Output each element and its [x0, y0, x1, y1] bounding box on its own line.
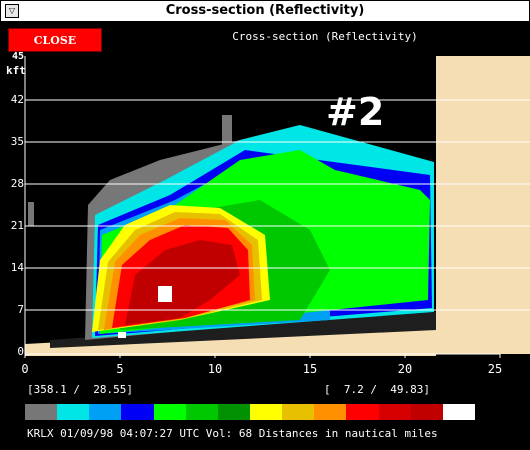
- colorbar-swatch: [378, 404, 411, 420]
- y-tick-label: 7: [17, 303, 24, 316]
- y-tick-label: 42: [10, 93, 24, 106]
- y-top-label: 45: [12, 51, 25, 62]
- echo-dark-bottom: [50, 312, 436, 348]
- colorbar-swatch: [442, 404, 475, 420]
- colorbar-swatch: [282, 404, 315, 420]
- colorbar: [25, 404, 475, 420]
- echo-gray-tall: [222, 115, 232, 155]
- y-tick-label: 28: [10, 177, 24, 190]
- colorbar-swatch: [89, 404, 122, 420]
- right-terrain: [436, 56, 530, 354]
- triangle-down-icon: ▽: [8, 6, 16, 15]
- x-tick-label: 15: [302, 362, 318, 376]
- colorbar-swatch: [25, 404, 58, 420]
- x-tick-label: 0: [21, 362, 29, 376]
- close-button[interactable]: CLOSE: [8, 28, 102, 52]
- window-title: Cross-section (Reflectivity): [165, 3, 365, 18]
- y-unit-label: kft: [6, 64, 26, 77]
- colorbar-swatch: [185, 404, 218, 420]
- colorbar-swatch: [346, 404, 379, 420]
- colorbar-swatch: [217, 404, 250, 420]
- echo-gray-left: [28, 202, 34, 226]
- y-tick-label: 21: [10, 219, 24, 232]
- header-label: Cross-section (Reflectivity): [232, 30, 418, 43]
- window-titlebar: ▽ Cross-section (Reflectivity): [0, 0, 530, 22]
- y-tick-label: 0: [17, 345, 24, 358]
- y-tick-label: 35: [10, 135, 24, 148]
- x-tick-label: 10: [207, 362, 223, 376]
- x-tick-label: 5: [116, 362, 124, 376]
- echo-white-core: [158, 286, 172, 302]
- x-tick-marks: [24, 354, 501, 358]
- colorbar-swatch: [314, 404, 347, 420]
- colorbar-swatch: [121, 404, 154, 420]
- x-tick-label: 25: [487, 362, 503, 376]
- window-menu-button[interactable]: ▽: [5, 4, 19, 18]
- x-tick-label: 20: [397, 362, 413, 376]
- colorbar-swatch: [249, 404, 283, 420]
- right-coordinate: [ 7.2 / 49.83]: [324, 383, 430, 396]
- reflectivity-echoes: [28, 115, 436, 348]
- left-coordinate: [358.1 / 28.55]: [27, 383, 133, 396]
- gridlines: [25, 99, 530, 311]
- colorbar-swatch: [153, 404, 186, 420]
- echo-white-small: [118, 332, 126, 338]
- y-tick-label: 14: [10, 261, 24, 274]
- colorbar-swatch: [57, 404, 90, 420]
- echo-darkred: [125, 240, 240, 325]
- status-line: KRLX 01/09/98 04:07:27 UTC Vol: 68 Dista…: [27, 427, 438, 440]
- annotation-number: #2: [326, 90, 385, 134]
- colorbar-swatch: [410, 404, 443, 420]
